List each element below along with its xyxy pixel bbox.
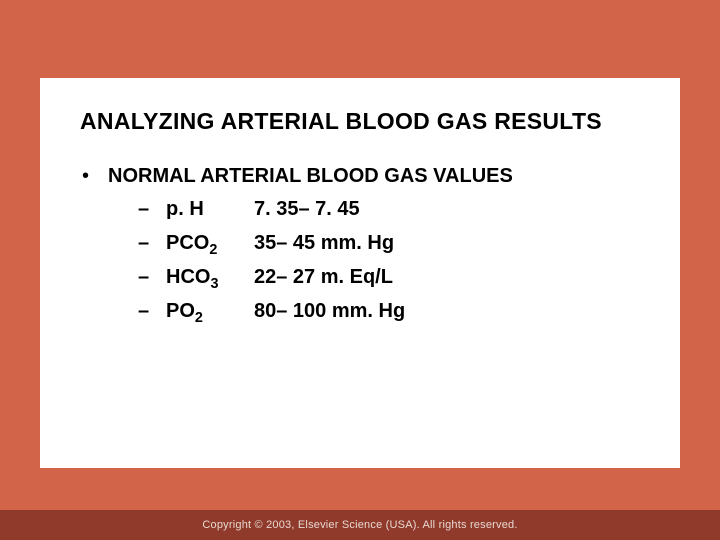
bullet-text: NORMAL ARTERIAL BLOOD GAS VALUES [108,163,513,189]
dash-marker: – [138,297,166,325]
dash-marker: – [138,229,166,257]
param-label: PO2 [166,297,254,325]
value-row: – p. H 7. 35– 7. 45 [138,195,640,223]
bullet-marker: • [80,163,108,189]
param-value: 7. 35– 7. 45 [254,195,640,223]
param-label: PCO2 [166,229,254,257]
param-label: HCO3 [166,263,254,291]
param-value: 80– 100 mm. Hg [254,297,640,325]
param-label: p. H [166,195,254,223]
slide-title: ANALYZING ARTERIAL BLOOD GAS RESULTS [80,108,640,135]
dash-marker: – [138,195,166,223]
value-list: – p. H 7. 35– 7. 45 – PCO2 35– 45 mm. Hg… [138,195,640,325]
footer-bar: Copyright © 2003, Elsevier Science (USA)… [0,510,720,540]
value-row: – PO2 80– 100 mm. Hg [138,297,640,325]
value-row: – HCO3 22– 27 m. Eq/L [138,263,640,291]
dash-marker: – [138,263,166,291]
param-value: 35– 45 mm. Hg [254,229,640,257]
content-card: ANALYZING ARTERIAL BLOOD GAS RESULTS • N… [40,78,680,468]
copyright-text: Copyright © 2003, Elsevier Science (USA)… [202,519,517,531]
value-row: – PCO2 35– 45 mm. Hg [138,229,640,257]
bullet-row: • NORMAL ARTERIAL BLOOD GAS VALUES [80,163,640,189]
param-value: 22– 27 m. Eq/L [254,263,640,291]
